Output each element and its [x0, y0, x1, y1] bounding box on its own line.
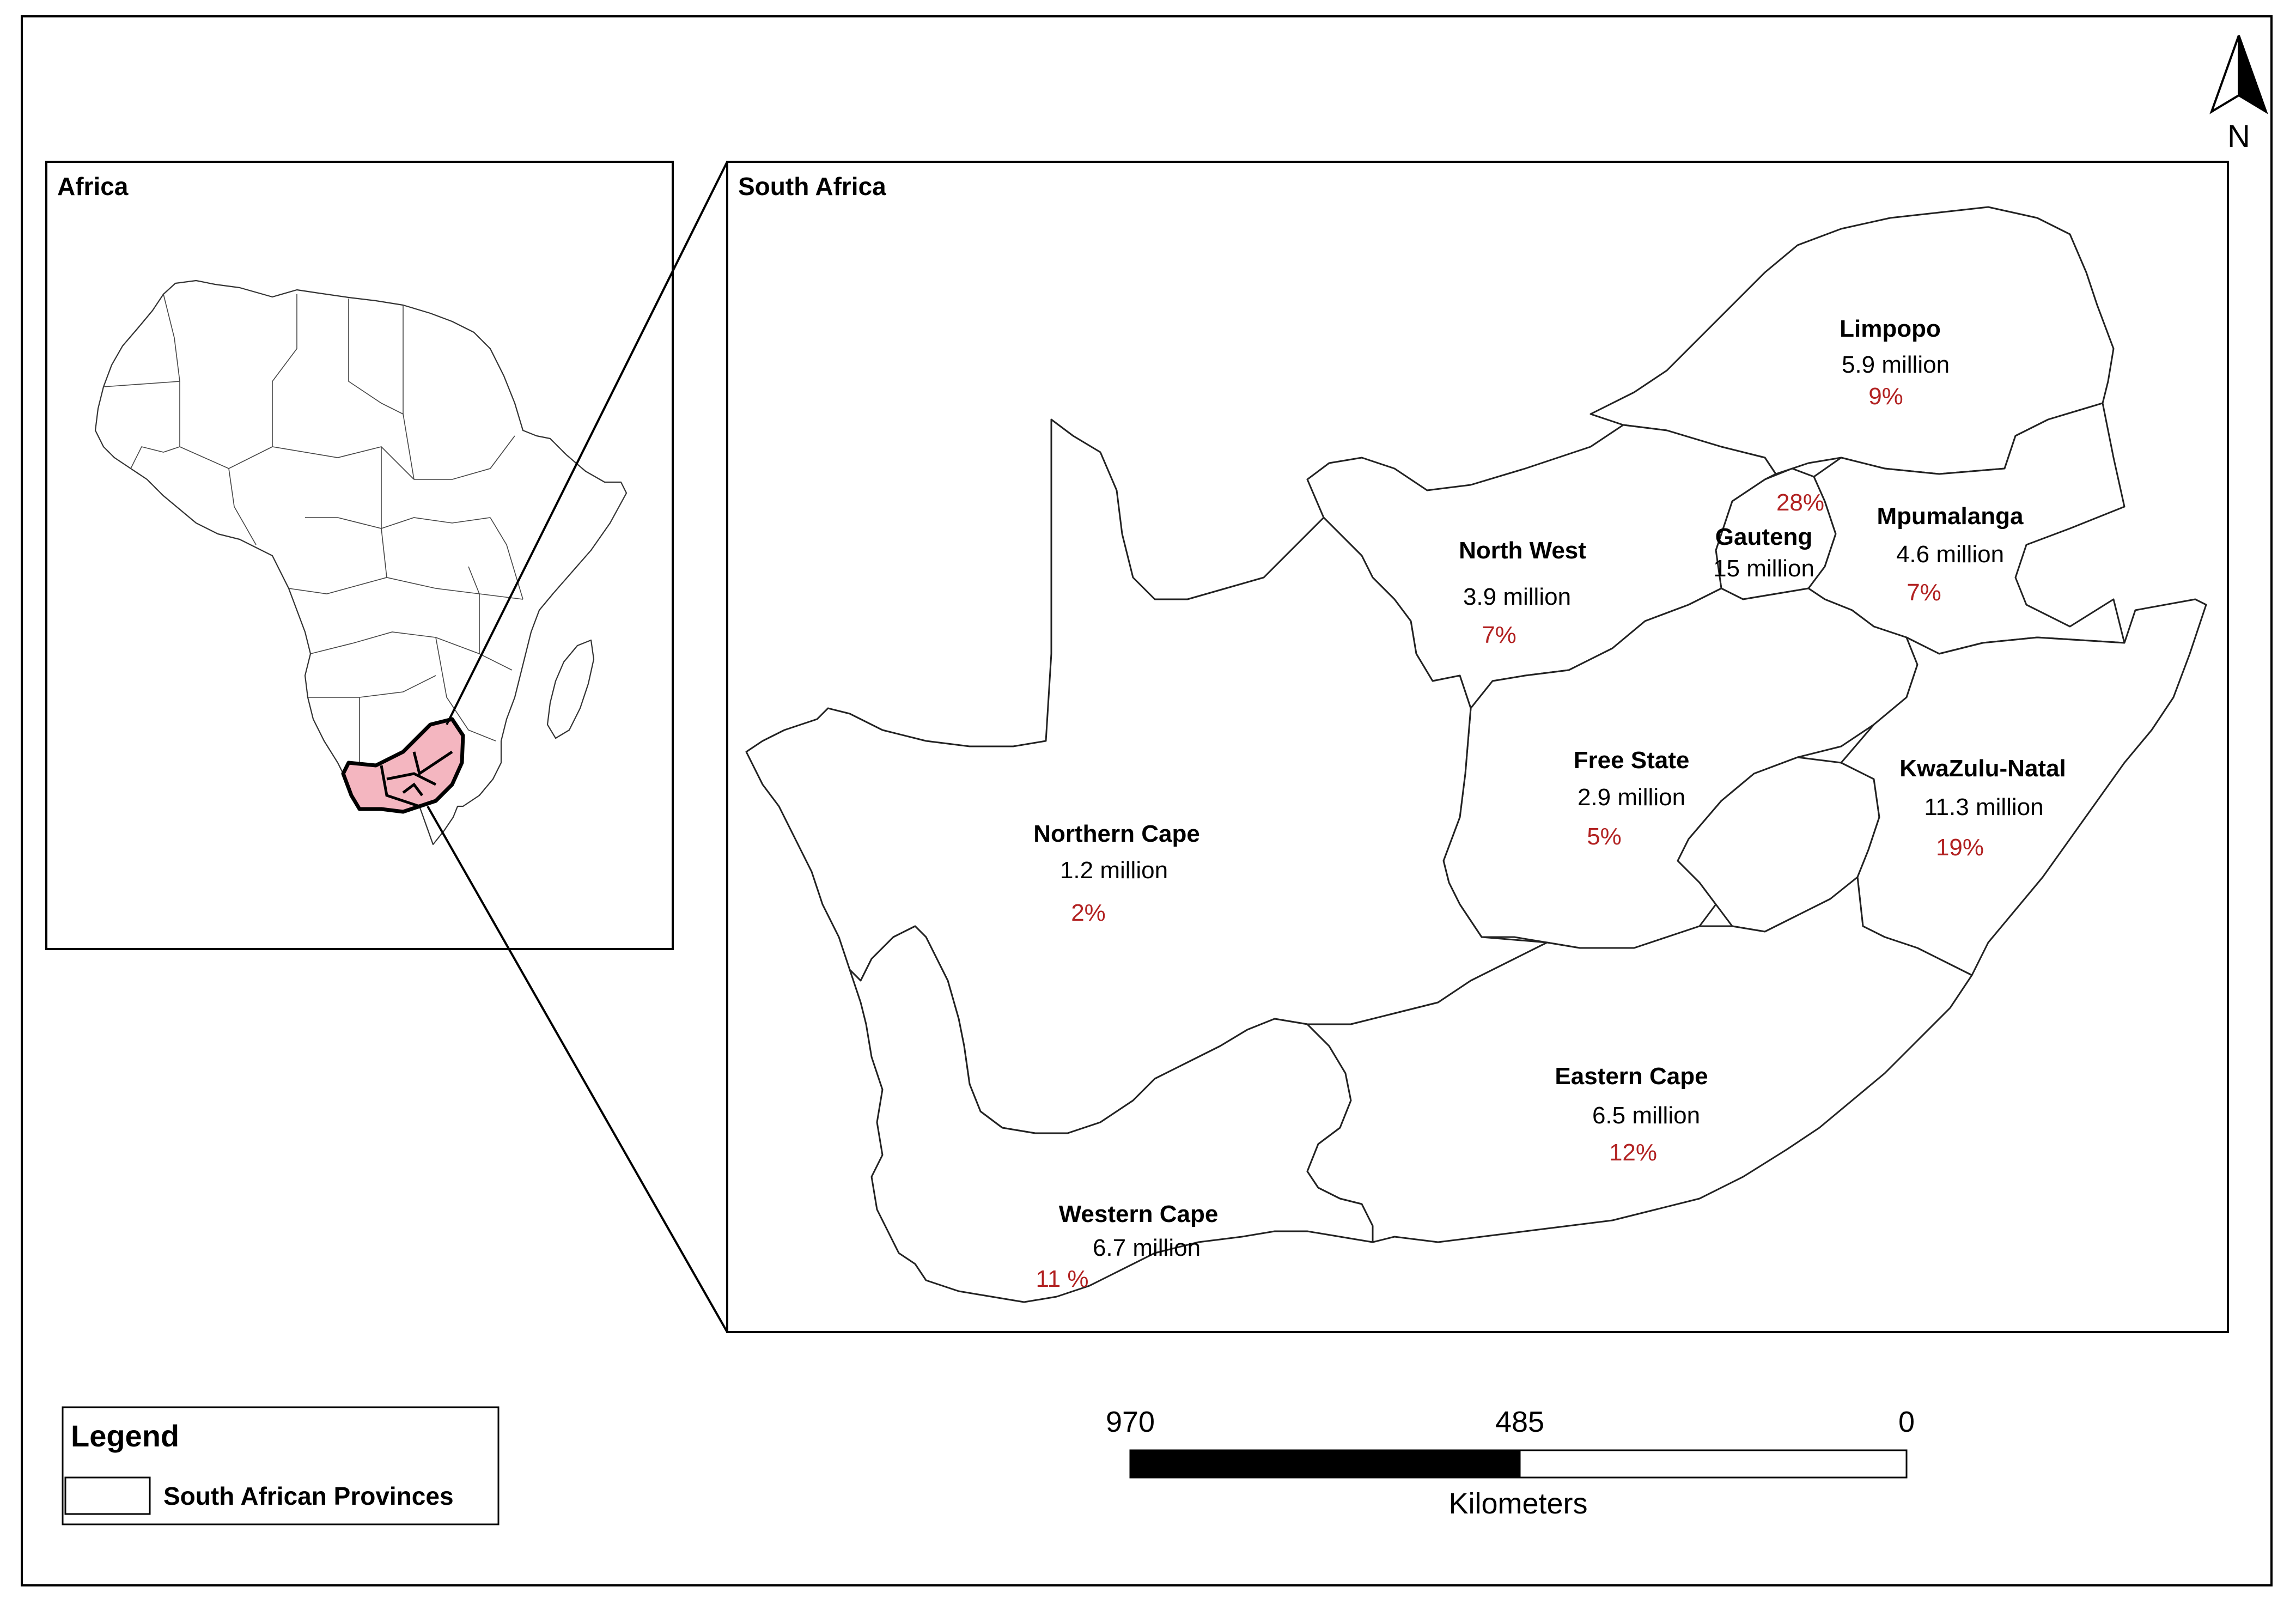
province-share: 2% [1071, 899, 1106, 926]
outer-frame [21, 15, 2273, 1586]
scale-unit-label: Kilometers [1448, 1487, 1587, 1520]
province-label-kwazulu-natal: KwaZulu-Natal 11.3 million 19% [1899, 755, 2066, 861]
province-label-western-cape: Western Cape 6.7 million 11 % [1036, 1201, 1218, 1292]
province-name: KwaZulu-Natal [1899, 755, 2066, 782]
province-label-northern-cape: Northern Cape 1.2 million 2% [1033, 820, 1200, 926]
north-arrow: N [2209, 35, 2268, 154]
connector-line-bottom [427, 806, 728, 1333]
province-share: 7% [1907, 579, 1941, 606]
province-label-north-west: North West 3.9 million 7% [1459, 537, 1586, 648]
province-share: 9% [1868, 383, 1903, 410]
province-share: 12% [1609, 1139, 1657, 1166]
scale-label-middle: 485 [1495, 1406, 1544, 1438]
province-population: 2.9 million [1578, 784, 1685, 811]
north-arrow-right-half [2238, 35, 2268, 114]
province-population: 4.6 million [1896, 541, 2004, 568]
province-label-mpumalanga: Mpumalanga 4.6 million 7% [1877, 503, 2024, 606]
scale-label-left: 970 [1106, 1406, 1155, 1438]
africa-outline [94, 279, 628, 846]
africa-inset-frame [45, 161, 674, 950]
legend-title: Legend [71, 1419, 179, 1453]
province-name: Northern Cape [1033, 820, 1200, 847]
province-share: 5% [1587, 823, 1622, 850]
province-label-free-state: Free State 2.9 million 5% [1574, 747, 1690, 850]
south-africa-map: South Africa Limpopo 5.9 million 9% Mpum… [726, 161, 2229, 1333]
legend-item-label: South African Provinces [163, 1482, 454, 1510]
north-arrow-label: N [2227, 119, 2250, 154]
south-africa-highlight [341, 717, 465, 814]
province-label-gauteng: 28% Gauteng 15 million [1713, 489, 1824, 582]
province-name: Gauteng [1715, 524, 1812, 550]
province-name: Mpumalanga [1877, 503, 2024, 530]
scale-label-right: 0 [1898, 1406, 1915, 1438]
legend: Legend South African Provinces [62, 1406, 500, 1525]
scale-segment-filled [1129, 1449, 1521, 1479]
connector-line-top [446, 161, 728, 725]
province-share: 19% [1936, 834, 1984, 861]
province-name: Limpopo [1840, 315, 1941, 342]
africa-inset: Africa [45, 161, 674, 950]
legend-swatch [64, 1476, 151, 1515]
province-population: 6.7 million [1093, 1235, 1201, 1261]
province-population: 5.9 million [1842, 351, 1950, 378]
province-population: 1.2 million [1060, 857, 1168, 884]
province-share: 28% [1776, 489, 1824, 516]
scale-segment-empty [1519, 1449, 1908, 1479]
north-arrow-left-half [2209, 35, 2240, 114]
province-name: Eastern Cape [1555, 1063, 1708, 1090]
province-kwazulu-natal [1840, 598, 2207, 976]
scale-bar: 970 485 0 Kilometers [1106, 1406, 1915, 1520]
province-share: 11 % [1036, 1266, 1088, 1292]
province-population: 3.9 million [1463, 583, 1571, 610]
province-eastern-cape [1306, 876, 1973, 1243]
province-share: 7% [1482, 622, 1517, 648]
province-population: 11.3 million [1924, 794, 2043, 820]
province-name: North West [1459, 537, 1586, 564]
province-name: Western Cape [1059, 1201, 1219, 1227]
province-label-limpopo: Limpopo 5.9 million 9% [1840, 315, 1950, 410]
madagascar-outline [546, 639, 595, 739]
province-population: 6.5 million [1592, 1102, 1700, 1129]
province-name: Free State [1574, 747, 1690, 774]
south-africa-frame [726, 161, 2229, 1333]
province-population: 15 million [1713, 555, 1814, 582]
africa-inset-title: Africa [57, 172, 129, 200]
province-label-eastern-cape: Eastern Cape 6.5 million 12% [1555, 1063, 1708, 1166]
south-africa-title: South Africa [738, 172, 886, 200]
